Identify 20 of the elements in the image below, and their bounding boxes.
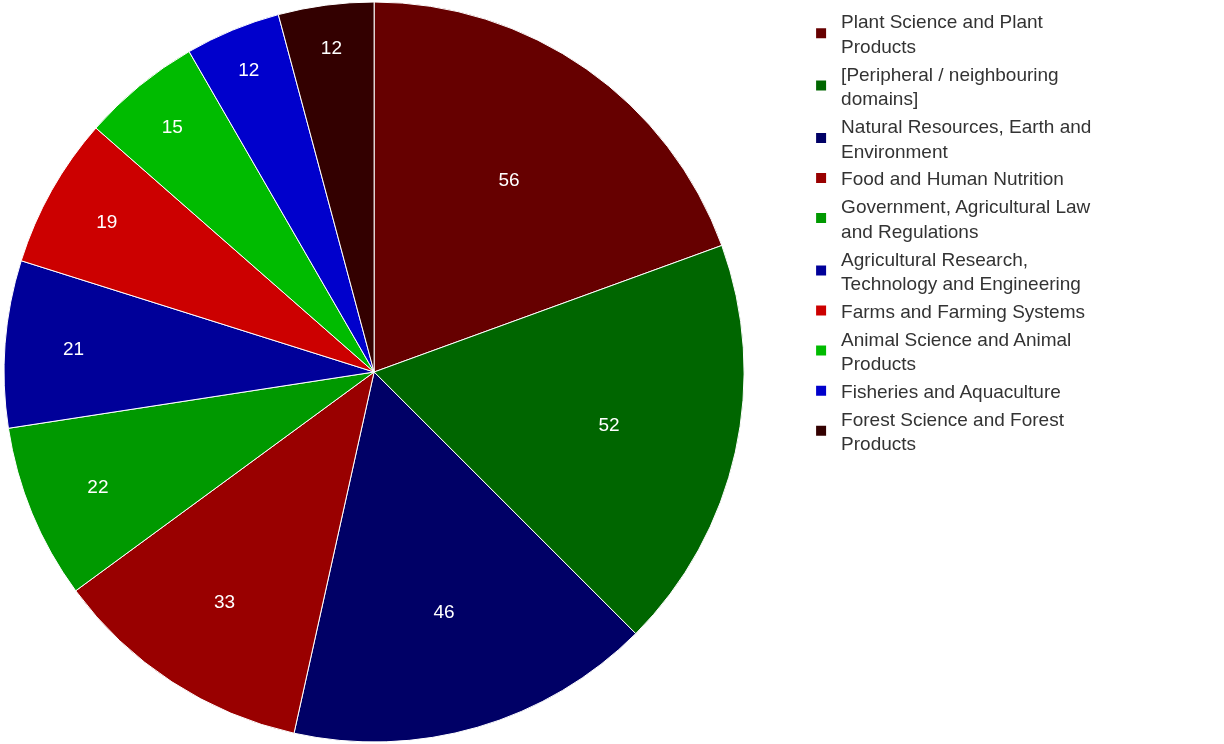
legend-label: Natural Resources, Earth and Environment xyxy=(841,116,1092,162)
legend-label: Forest Science and Forest Products xyxy=(841,408,1065,455)
data-label: 15 xyxy=(161,115,183,137)
legend-label: [Peripheral / neighbouring domains] xyxy=(841,63,1059,110)
legend-label: Fisheries and Aquaculture xyxy=(841,381,1061,403)
data-label: 21 xyxy=(62,338,85,360)
data-label: 52 xyxy=(598,413,620,435)
data-label: 22 xyxy=(87,475,109,497)
legend-label: Plant Science and Plant Products xyxy=(841,11,1044,57)
data-label: 12 xyxy=(320,37,342,59)
legend-label: Agricultural Research, Technology and Engineering xyxy=(841,248,1081,295)
data-label: 19 xyxy=(96,210,118,232)
legend-label: Farms and Farming Systems xyxy=(841,300,1086,322)
legend-label: Food and Human Nutrition xyxy=(841,168,1064,190)
data-label: 33 xyxy=(214,590,236,612)
data-label: 12 xyxy=(238,59,260,81)
data-label: 46 xyxy=(433,601,455,623)
legend-label: Government, Agricultural Law and Regulations xyxy=(841,196,1091,242)
data-label: 56 xyxy=(498,168,520,190)
legend-label: Animal Science and Animal Products xyxy=(841,328,1072,375)
